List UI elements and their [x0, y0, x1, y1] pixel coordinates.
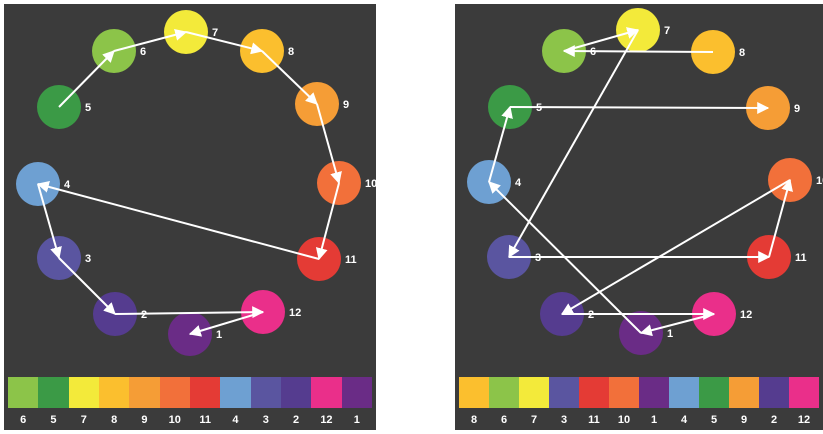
strip-swatch-4 — [220, 377, 251, 408]
node-label-4: 4 — [515, 177, 522, 189]
strip-label-2: 2 — [293, 414, 300, 426]
strip-label-3: 3 — [262, 414, 269, 426]
node-label-8: 8 — [288, 46, 294, 58]
strip-swatch-5 — [699, 377, 729, 408]
node-label-1: 1 — [667, 328, 673, 340]
right-color-strip-labels: 8 6 7 3 11 10 1 4 5 9 2 12 — [459, 414, 819, 426]
sequence-arrow-12-to-1 — [639, 313, 715, 337]
strip-label-9: 9 — [141, 414, 148, 426]
strip-label-4: 4 — [680, 414, 688, 426]
strip-label-6: 6 — [500, 414, 508, 426]
node-label-10: 10 — [816, 175, 823, 187]
strip-swatch-12 — [789, 377, 819, 408]
right-color-strip — [459, 377, 819, 408]
strip-swatch-6 — [8, 377, 39, 408]
sequence-arrow-12-to-1 — [188, 311, 264, 337]
strip-label-4: 4 — [232, 414, 239, 426]
node-label-6: 6 — [590, 46, 596, 58]
strip-swatch-2 — [280, 377, 312, 408]
strip-label-6: 6 — [20, 414, 27, 426]
node-label-6: 6 — [140, 46, 146, 58]
sequence-arrow-8-to-9 — [261, 50, 318, 105]
node-label-9: 9 — [343, 99, 349, 111]
strip-swatch-5 — [38, 377, 69, 408]
node-label-9: 9 — [794, 103, 800, 115]
strip-label-11: 11 — [588, 414, 600, 426]
strip-swatch-3 — [250, 377, 281, 408]
strip-swatch-11 — [579, 377, 609, 408]
sequence-arrow-6-to-7 — [113, 28, 188, 52]
sequence-arrow-5-to-9 — [509, 101, 770, 114]
sequence-arrow-4-to-3 — [37, 183, 62, 260]
strip-swatch-7 — [519, 377, 549, 408]
strip-label-1: 1 — [650, 414, 658, 426]
strip-swatch-8 — [98, 377, 130, 408]
sequence-arrow-9-to-10 — [316, 103, 342, 185]
sequence-arrow-5-to-6 — [58, 50, 115, 108]
node-label-2: 2 — [588, 309, 594, 321]
strip-label-12: 12 — [797, 414, 811, 426]
strip-label-11: 11 — [199, 414, 211, 426]
sequence-arrow-6-to-7 — [563, 27, 640, 52]
strip-swatch-12 — [311, 377, 342, 408]
node-label-5: 5 — [85, 102, 91, 114]
strip-label-5: 5 — [710, 414, 718, 426]
strip-swatch-10 — [159, 377, 190, 408]
strip-label-12: 12 — [320, 414, 333, 426]
strip-swatch-7 — [68, 377, 99, 408]
strip-swatch-6 — [489, 377, 519, 408]
node-label-3: 3 — [535, 252, 541, 264]
node-label-10: 10 — [365, 178, 376, 190]
strip-swatch-9 — [129, 377, 160, 408]
strip-label-7: 7 — [80, 414, 87, 426]
sequence-arrow-7-to-3 — [508, 29, 639, 259]
node-label-1: 1 — [216, 329, 222, 341]
left-color-strip — [8, 377, 372, 408]
strip-swatch-10 — [609, 377, 639, 408]
node-label-7: 7 — [664, 25, 670, 37]
node-label-11: 11 — [345, 254, 357, 266]
strip-label-8: 8 — [470, 414, 478, 426]
strip-label-8: 8 — [111, 414, 118, 426]
node-label-5: 5 — [536, 102, 542, 114]
strip-label-9: 9 — [740, 414, 748, 426]
node-label-4: 4 — [64, 179, 71, 191]
sequence-arrow-4-to-5 — [488, 105, 513, 183]
node-label-7: 7 — [212, 27, 218, 39]
node-label-8: 8 — [739, 47, 745, 59]
strip-swatch-3 — [549, 377, 579, 408]
sequence-arrow-10-to-11 — [315, 182, 340, 261]
sequence-arrow-7-to-8 — [185, 31, 264, 55]
node-label-3: 3 — [85, 253, 91, 265]
left-color-strip-labels: 6 5 7 8 9 10 11 4 3 2 12 1 — [8, 414, 372, 426]
strip-swatch-9 — [729, 377, 759, 408]
sequence-arrow-11-to-10 — [768, 178, 793, 258]
strip-swatch-8 — [459, 377, 489, 408]
strip-swatch-2 — [759, 377, 789, 408]
strip-swatch-1 — [639, 377, 669, 408]
sequence-arrow-8-to-6 — [562, 45, 714, 58]
node-label-2: 2 — [141, 309, 147, 321]
sequence-arrow-1-to-4 — [488, 181, 642, 334]
node-label-11: 11 — [795, 252, 807, 264]
sequence-arrow-3-to-2 — [58, 257, 116, 315]
strip-label-7: 7 — [530, 414, 538, 426]
strip-label-10: 10 — [617, 414, 631, 426]
strip-swatch-4 — [669, 377, 699, 408]
strip-swatch-11 — [189, 377, 221, 408]
strip-label-10: 10 — [168, 414, 181, 426]
strip-label-3: 3 — [560, 414, 568, 426]
strip-label-1: 1 — [353, 414, 360, 426]
sequence-arrow-11-to-4 — [36, 180, 320, 260]
strip-swatch-1 — [341, 377, 372, 408]
node-label-12: 12 — [289, 307, 301, 319]
left-diagram-panel: 1 2 3 4 5 6 7 8 9 10 11 12 6 5 7 8 9 10 11 4 3 2 12 1 — [4, 4, 376, 430]
node-label-12: 12 — [740, 309, 752, 321]
strip-label-2: 2 — [770, 414, 778, 426]
strip-label-5: 5 — [50, 414, 57, 426]
sequence-arrow-2-to-12 — [114, 306, 265, 319]
